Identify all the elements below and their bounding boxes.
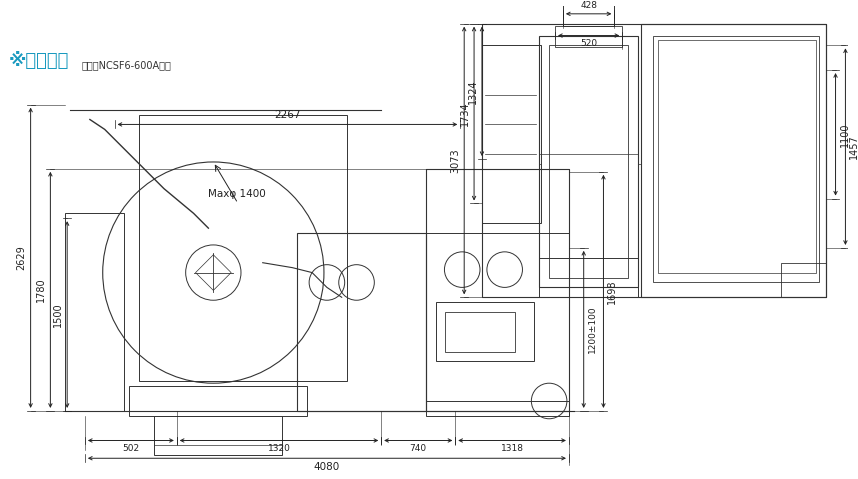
Text: 1500: 1500 [53,302,63,327]
Text: 3073: 3073 [450,148,460,173]
Bar [139,114,347,381]
Bar [641,23,825,297]
Bar [426,169,569,233]
Text: 1734: 1734 [460,101,470,126]
Bar [540,258,638,297]
Bar [445,312,515,352]
Bar [549,46,628,277]
Bar [436,302,535,362]
Text: ※外形尺寸: ※外形尺寸 [9,52,69,70]
Bar [65,213,124,411]
Bar [653,35,819,283]
Text: 2267: 2267 [275,111,300,121]
Text: 502: 502 [123,445,140,454]
Bar [130,386,307,416]
Text: 1324: 1324 [468,79,478,103]
Text: 1698: 1698 [607,279,618,304]
Text: 1457: 1457 [849,134,858,159]
Text: Maxφ 1400: Maxφ 1400 [208,189,266,198]
Bar [482,23,825,297]
Bar [782,262,825,297]
Text: 2629: 2629 [16,245,27,270]
Text: 4080: 4080 [314,462,340,472]
Bar [297,233,426,411]
Text: 1780: 1780 [36,277,46,302]
Bar [154,416,282,456]
Text: 520: 520 [580,39,597,48]
Text: 1320: 1320 [268,445,291,454]
Bar [658,41,816,273]
Bar [426,169,569,411]
Text: 428: 428 [580,1,597,10]
Bar [563,0,614,26]
Text: 740: 740 [410,445,426,454]
Text: 以常用NCSF6-600A展示: 以常用NCSF6-600A展示 [82,60,172,70]
Text: 1100: 1100 [839,122,849,147]
Text: 1318: 1318 [500,445,523,454]
Text: 1200±100: 1200±100 [588,306,596,353]
Bar [426,401,569,416]
Bar [482,46,541,223]
Bar [555,26,622,47]
Bar [540,35,638,287]
